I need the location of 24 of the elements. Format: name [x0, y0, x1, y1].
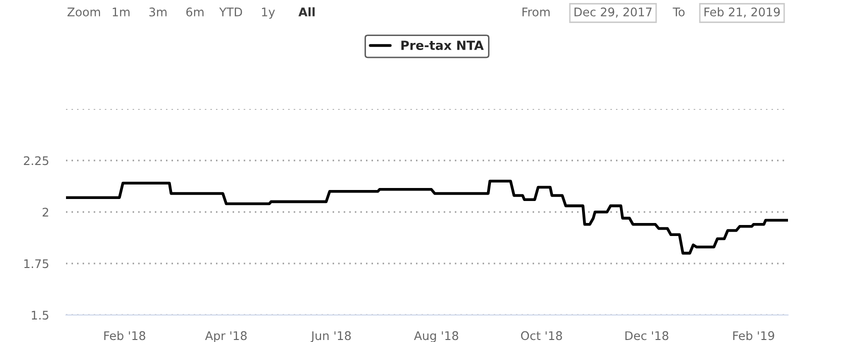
- text: From: [522, 8, 550, 16]
- text: 1m: [112, 8, 130, 16]
- y-tick-label: 1.5: [32, 310, 48, 320]
- x-tick-label: Jun '18: [310, 331, 351, 342]
- x-tick-label: Dec '18: [625, 331, 668, 340]
- line-series: [66, 180, 788, 255]
- text: Dec 29, 2017: [574, 7, 652, 18]
- y-tick-label: 2: [42, 208, 48, 216]
- text: 6m: [186, 7, 204, 16]
- x-tick-label: Feb '18: [104, 330, 146, 340]
- legend-label: Pre-tax NTA: [401, 40, 484, 50]
- text: To: [672, 8, 685, 16]
- text: 1y: [262, 8, 275, 19]
- y-tick-label: 2.25: [24, 156, 48, 166]
- x-tick-label: Apr '18: [205, 331, 247, 342]
- y-tick-label: 1.75: [24, 259, 48, 268]
- x-tick-label: Aug '18: [414, 331, 458, 342]
- x-tick-label: Feb '19: [733, 330, 774, 340]
- text: All: [298, 7, 315, 16]
- text: Zoom: [68, 8, 100, 16]
- text: 3m: [149, 7, 167, 16]
- x-tick-label: Oct '18: [521, 331, 562, 340]
- text: Feb 21, 2019: [704, 7, 780, 18]
- text: YTD: [219, 8, 242, 16]
